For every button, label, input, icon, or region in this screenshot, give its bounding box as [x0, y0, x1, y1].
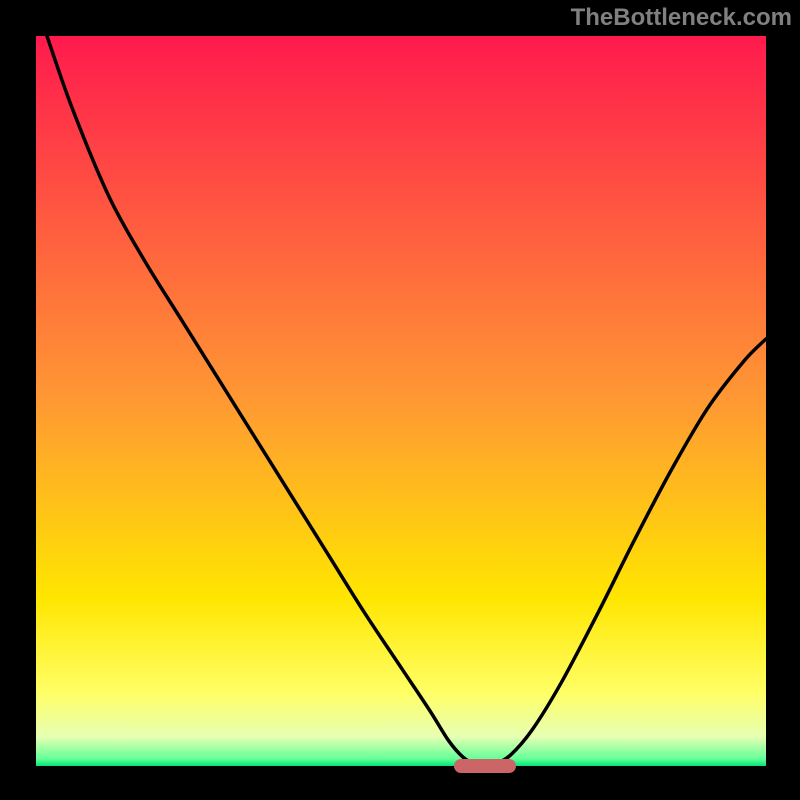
watermark-text: TheBottleneck.com	[571, 4, 792, 32]
bottleneck-curve	[47, 36, 766, 765]
chart-container: TheBottleneck.com	[0, 0, 800, 800]
optimal-marker	[454, 759, 516, 774]
curve-overlay	[0, 0, 800, 800]
